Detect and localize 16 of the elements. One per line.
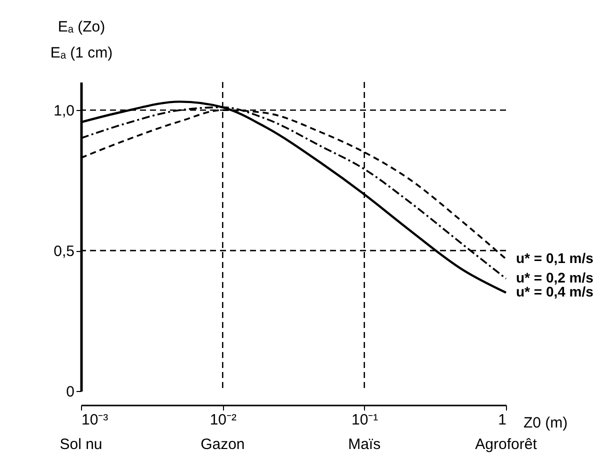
x-tick-label: 10⁻³ [82, 412, 108, 428]
series-label: u* = 0,2 m/s [516, 270, 594, 286]
x-tick-label: 1 [498, 412, 506, 428]
y-tick-label: 1,0 [54, 102, 74, 120]
text: Sol nu [60, 436, 102, 453]
series-label: u* = 0,4 m/s [516, 284, 594, 300]
x-tick-label: 10⁻² [210, 412, 237, 428]
x-tick-label: 10⁻¹ [351, 412, 378, 428]
text: Maïs [348, 436, 381, 453]
y-tick-label: 0,5 [54, 243, 74, 260]
y-tick-label: 0 [66, 384, 74, 400]
x-axis-title: Z0 (m) [524, 414, 568, 432]
text: Agroforêt [475, 436, 538, 453]
text: Gazon [200, 436, 245, 453]
y-axis-title: Eₐ (Zo) Eₐ (1 cm) [50, 18, 113, 62]
series-label: u* = 0,1 m/s [516, 250, 594, 266]
